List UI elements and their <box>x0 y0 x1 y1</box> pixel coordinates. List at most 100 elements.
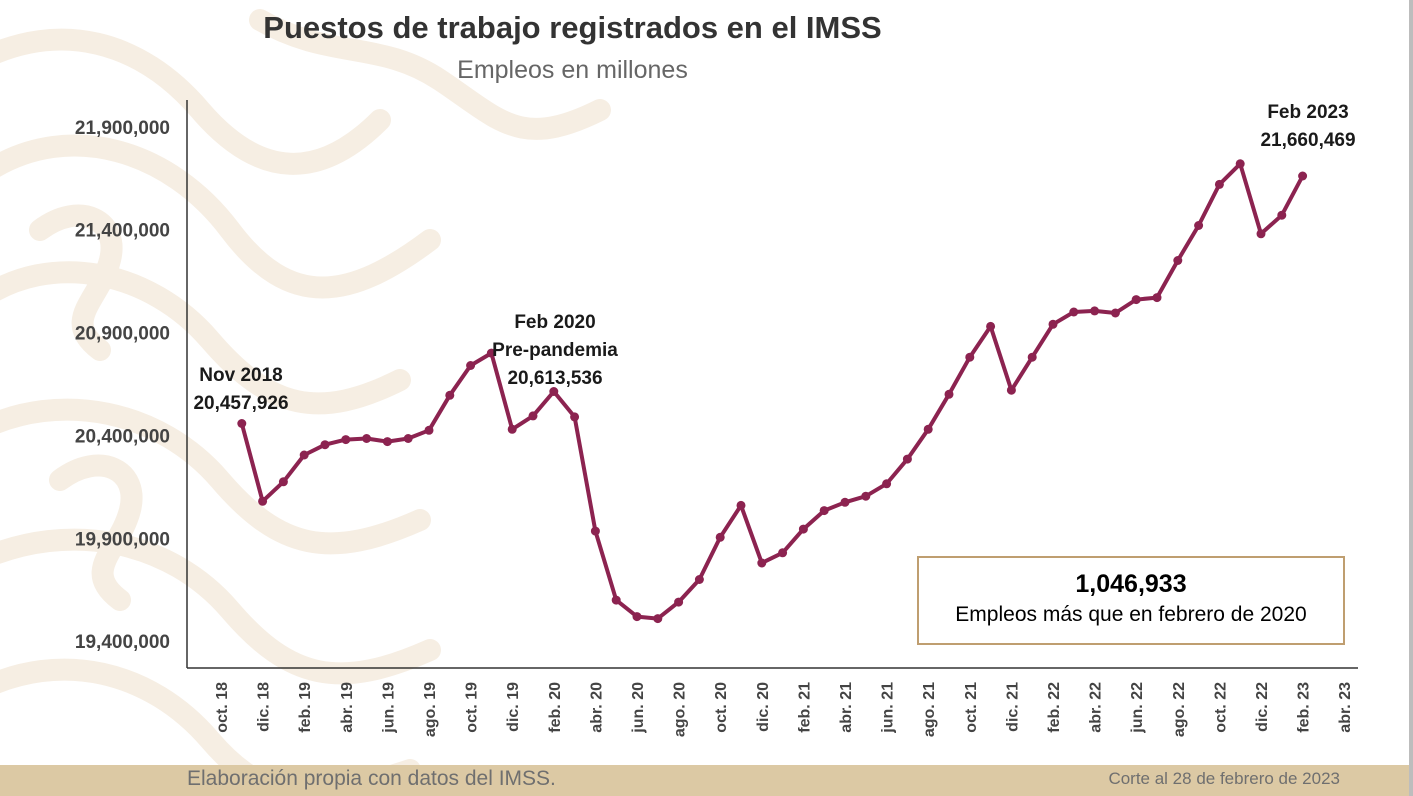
background-pattern <box>0 9 611 796</box>
data-point <box>1110 308 1120 318</box>
data-point <box>715 532 725 542</box>
data-point <box>861 491 871 501</box>
x-tick-label: abr. 20 <box>588 682 605 733</box>
data-point <box>923 424 933 434</box>
data-point <box>445 390 455 400</box>
summary-value: 1,046,933 <box>1075 570 1187 598</box>
x-tick-label: abr. 23 <box>1337 682 1354 733</box>
annotation-nov-2018: Nov 2018 20,457,926 <box>186 362 296 418</box>
data-point <box>653 614 663 624</box>
data-point <box>611 595 621 605</box>
x-tick-label: ago. 20 <box>672 682 689 737</box>
data-point <box>986 321 996 331</box>
x-tick-label: jun. 22 <box>1129 682 1146 734</box>
summary-box: 1,046,933 Empleos más que en febrero de … <box>917 556 1345 645</box>
data-point <box>549 387 559 396</box>
annotation-feb-2023-date: Feb 2023 <box>1267 102 1349 123</box>
data-point <box>1006 385 1016 395</box>
x-tick-label: oct. 18 <box>214 682 231 733</box>
x-tick-label: jun. 21 <box>880 682 897 734</box>
data-point <box>362 434 372 443</box>
data-point <box>1194 221 1204 230</box>
annotation-nov-2018-value: 20,457,926 <box>193 393 289 414</box>
y-tick-label: 21,900,000 <box>75 118 170 139</box>
y-tick-label: 20,400,000 <box>75 426 170 447</box>
data-point <box>424 425 434 435</box>
data-point <box>819 506 829 516</box>
data-point <box>320 440 330 450</box>
data-point <box>341 435 351 445</box>
annotation-feb-2020-date: Feb 2020 <box>514 312 596 333</box>
x-tick-label: dic. 18 <box>256 682 273 732</box>
annotation-feb-2020-value: 20,613,536 <box>507 368 603 389</box>
x-tick-label: ago. 19 <box>422 682 439 737</box>
x-tick-label: jun. 19 <box>380 682 397 734</box>
annotation-feb-2020-label: Pre-pandemia <box>492 340 618 361</box>
data-point <box>507 424 517 434</box>
x-tick-label: abr. 19 <box>339 682 356 733</box>
data-point <box>944 389 954 399</box>
footer-source: Elaboración propia con datos del IMSS. <box>187 767 556 790</box>
summary-text: Empleos más que en febrero de 2020 <box>955 603 1307 626</box>
annotation-nov-2018-date: Nov 2018 <box>199 365 283 386</box>
x-tick-label: oct. 20 <box>713 682 730 733</box>
x-tick-labels: oct. 18 dic. 18 feb. 19 abr. 19 jun. 19 ago. … <box>214 682 1354 737</box>
x-tick-label: dic. 22 <box>1254 682 1271 732</box>
data-point <box>1173 256 1183 265</box>
annotation-feb-2023-value: 21,660,469 <box>1260 130 1356 151</box>
data-point <box>1235 159 1245 169</box>
series-line <box>239 161 1305 621</box>
axes <box>186 100 1358 669</box>
right-edge-bar <box>1409 0 1413 796</box>
data-point <box>1277 210 1287 220</box>
x-tick-label: abr. 22 <box>1088 682 1105 733</box>
y-tick-label: 19,900,000 <box>75 529 170 550</box>
data-point <box>1027 352 1037 362</box>
x-tick-label: oct. 22 <box>1212 682 1229 733</box>
data-point <box>1256 229 1266 239</box>
x-tick-label: jun. 20 <box>630 682 647 734</box>
data-point <box>237 419 247 428</box>
footer-cutoff-date: Corte al 28 de febrero de 2023 <box>1108 769 1340 788</box>
data-point <box>632 612 642 622</box>
x-tick-label: feb. 20 <box>547 682 564 733</box>
data-point <box>1214 179 1224 189</box>
data-point <box>258 496 268 506</box>
footer-bar: Elaboración propia con datos del IMSS. C… <box>0 765 1413 796</box>
x-tick-label: ago. 21 <box>921 682 938 737</box>
x-tick-label: dic. 19 <box>505 682 522 732</box>
data-point <box>840 497 850 507</box>
data-point <box>736 500 746 510</box>
data-point <box>1048 319 1058 329</box>
chart-title: Puestos de trabajo registrados en el IMS… <box>263 10 882 45</box>
x-tick-label: dic. 20 <box>755 682 772 732</box>
x-tick-label: oct. 21 <box>963 682 980 733</box>
data-point <box>1298 171 1308 181</box>
chart-subtitle: Empleos en millones <box>457 56 688 84</box>
annotation-feb-2020: Feb 2020 Pre-pandemia 20,613,536 <box>470 309 640 393</box>
data-points <box>237 159 1308 624</box>
data-point <box>382 437 392 447</box>
data-point <box>486 348 496 358</box>
data-point <box>466 361 476 370</box>
x-tick-label: ago. 22 <box>1171 682 1188 737</box>
data-point <box>778 548 788 558</box>
data-point <box>674 597 684 607</box>
x-tick-label: feb. 23 <box>1296 682 1313 733</box>
x-tick-label: feb. 22 <box>1046 682 1063 733</box>
x-tick-label: feb. 19 <box>297 682 314 733</box>
data-point <box>965 352 975 362</box>
data-point <box>1069 307 1079 317</box>
x-tick-label: dic. 21 <box>1004 682 1021 732</box>
data-point <box>902 454 912 464</box>
data-point <box>528 411 538 421</box>
y-tick-label: 19,400,000 <box>75 632 170 653</box>
x-tick-label: oct. 19 <box>464 682 481 733</box>
y-tick-label: 20,900,000 <box>75 324 170 345</box>
data-point <box>299 450 309 460</box>
data-point <box>570 412 580 422</box>
data-point <box>694 575 704 584</box>
y-tick-label: 21,400,000 <box>75 221 170 242</box>
data-point <box>590 526 600 536</box>
annotation-feb-2023: Feb 2023 21,660,469 <box>1250 99 1366 155</box>
